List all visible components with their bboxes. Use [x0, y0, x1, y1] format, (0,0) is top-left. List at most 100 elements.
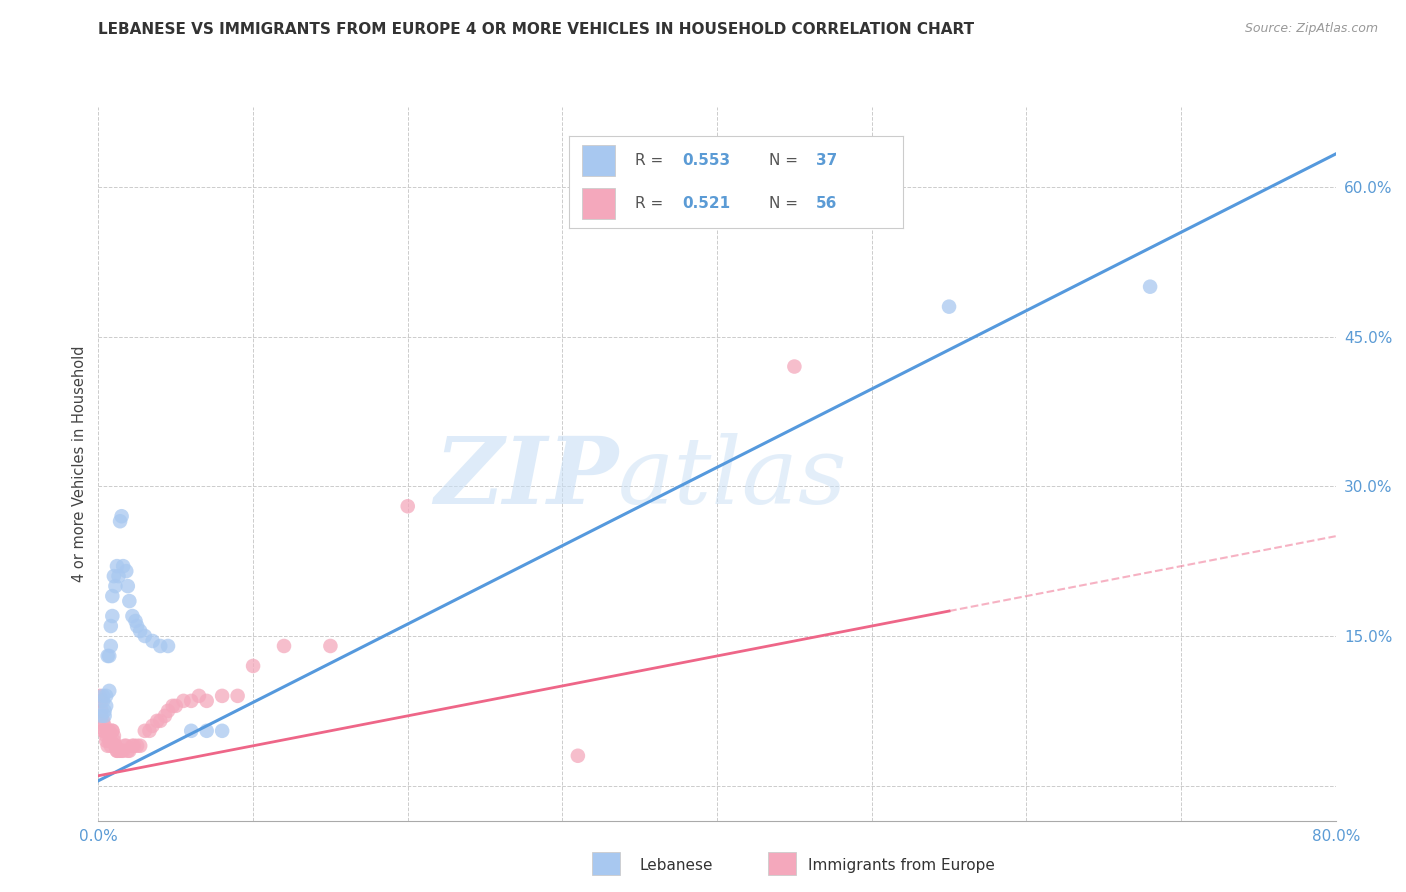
Point: [93, 723, 115, 738]
Point: [129, 624, 152, 638]
Point: [90, 709, 112, 723]
Point: [103, 569, 125, 583]
Point: [98, 648, 121, 663]
Point: [100, 733, 122, 747]
Point: [157, 639, 180, 653]
Point: [142, 719, 165, 733]
Point: [91, 694, 114, 708]
Point: [104, 739, 127, 753]
Point: [149, 639, 172, 653]
Point: [319, 639, 342, 653]
Point: [96, 733, 118, 747]
Point: [105, 559, 128, 574]
Point: [90, 704, 112, 718]
Point: [146, 714, 169, 728]
Point: [180, 723, 202, 738]
Point: [138, 723, 160, 738]
Point: [90, 694, 112, 708]
Point: [108, 514, 131, 528]
Text: atlas: atlas: [619, 434, 848, 523]
Point: [118, 744, 141, 758]
Point: [108, 744, 131, 758]
FancyBboxPatch shape: [582, 187, 616, 219]
Point: [129, 739, 152, 753]
Point: [115, 739, 138, 753]
Point: [127, 739, 149, 753]
Point: [1139, 279, 1161, 293]
Point: [242, 659, 264, 673]
Y-axis label: 4 or more Vehicles in Household: 4 or more Vehicles in Household: [72, 345, 87, 582]
Point: [112, 559, 135, 574]
FancyBboxPatch shape: [582, 145, 616, 177]
Point: [91, 723, 114, 738]
Point: [127, 619, 149, 633]
Point: [93, 709, 115, 723]
Point: [173, 694, 195, 708]
Point: [157, 704, 180, 718]
Point: [105, 744, 128, 758]
Point: [98, 733, 121, 747]
Point: [195, 694, 218, 708]
Point: [142, 634, 165, 648]
Point: [162, 698, 184, 713]
Point: [226, 689, 249, 703]
Point: [97, 648, 120, 663]
Point: [111, 744, 134, 758]
Point: [100, 739, 122, 753]
Point: [211, 689, 233, 703]
Point: [97, 723, 120, 738]
Point: [93, 719, 115, 733]
Text: N =: N =: [769, 153, 803, 168]
Point: [105, 744, 128, 758]
Point: [783, 359, 806, 374]
Point: [567, 748, 589, 763]
Point: [134, 723, 156, 738]
Point: [188, 689, 211, 703]
Point: [121, 739, 143, 753]
Point: [101, 609, 124, 624]
Point: [91, 714, 114, 728]
Text: 0.553: 0.553: [682, 153, 730, 168]
Point: [117, 579, 139, 593]
Point: [121, 609, 143, 624]
Text: Source: ZipAtlas.com: Source: ZipAtlas.com: [1244, 22, 1378, 36]
Point: [101, 589, 124, 603]
Point: [211, 723, 233, 738]
Point: [107, 569, 129, 583]
Text: R =: R =: [636, 153, 668, 168]
Point: [112, 744, 135, 758]
Point: [118, 594, 141, 608]
Text: R =: R =: [636, 196, 668, 211]
Point: [89, 689, 111, 703]
Point: [938, 300, 960, 314]
Point: [122, 739, 145, 753]
Point: [104, 579, 127, 593]
Point: [98, 723, 121, 738]
Point: [149, 714, 172, 728]
Point: [117, 744, 139, 758]
Point: [96, 729, 118, 743]
Point: [124, 614, 146, 628]
Point: [111, 509, 134, 524]
Point: [101, 723, 124, 738]
Point: [93, 704, 115, 718]
FancyBboxPatch shape: [592, 852, 620, 875]
Text: N =: N =: [769, 196, 803, 211]
Text: 0.521: 0.521: [682, 196, 730, 211]
Point: [115, 564, 138, 578]
Point: [96, 689, 118, 703]
Point: [98, 684, 121, 698]
Point: [107, 744, 129, 758]
Text: 37: 37: [815, 153, 837, 168]
Point: [114, 739, 136, 753]
FancyBboxPatch shape: [768, 852, 796, 875]
Point: [103, 729, 125, 743]
Text: 56: 56: [815, 196, 837, 211]
Text: Immigrants from Europe: Immigrants from Europe: [808, 858, 995, 872]
Point: [100, 619, 122, 633]
Point: [180, 694, 202, 708]
Point: [97, 739, 120, 753]
Point: [153, 709, 176, 723]
Point: [134, 629, 156, 643]
Point: [195, 723, 218, 738]
